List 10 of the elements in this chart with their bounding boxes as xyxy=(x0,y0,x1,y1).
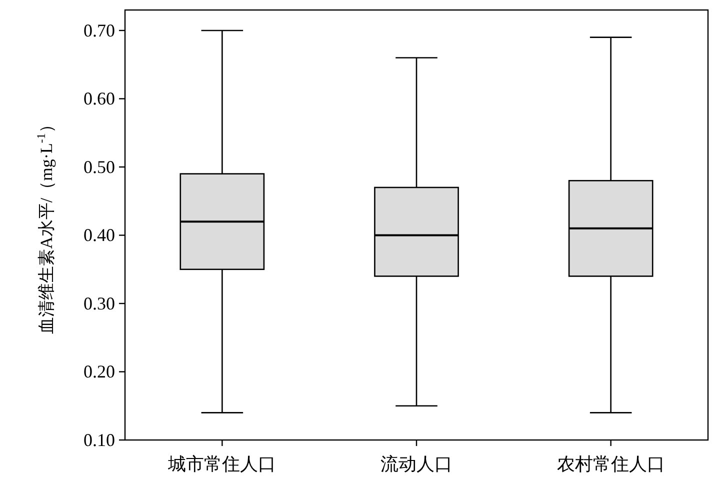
y-tick-label: 0.70 xyxy=(84,20,115,40)
x-tick-label: 农村常住人口 xyxy=(556,454,665,474)
y-tick-label: 0.50 xyxy=(84,156,115,177)
x-tick-label: 城市常住人口 xyxy=(167,454,276,474)
y-tick-label: 0.20 xyxy=(84,362,115,382)
y-tick-label: 0.10 xyxy=(84,430,115,450)
x-tick-label: 流动人口 xyxy=(380,454,452,474)
y-tick-label: 0.30 xyxy=(84,293,115,314)
y-tick-label: 0.60 xyxy=(84,88,115,109)
y-tick-label: 0.40 xyxy=(84,225,115,246)
